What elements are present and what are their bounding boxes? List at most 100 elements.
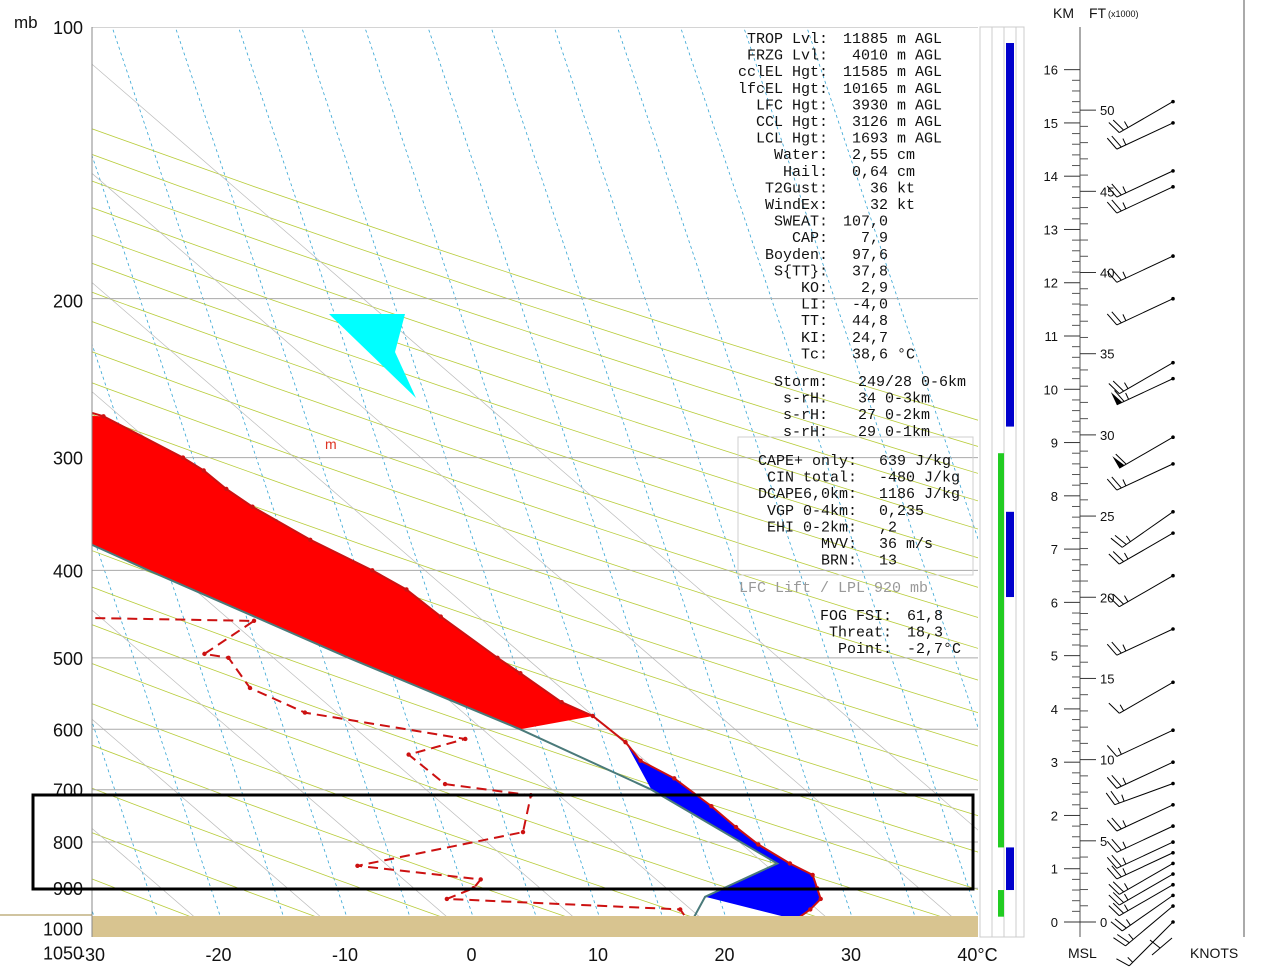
ft-tick-label: 45 bbox=[1100, 184, 1114, 199]
index-label: Storm: bbox=[774, 374, 828, 391]
barb-half-flag bbox=[1124, 595, 1129, 602]
barb-half-flag bbox=[1122, 479, 1127, 487]
barb-flag bbox=[1111, 135, 1122, 148]
barb-point bbox=[1171, 99, 1175, 104]
wind-barb bbox=[1106, 185, 1175, 214]
km-tick-label: 2 bbox=[1051, 808, 1058, 823]
index-label: Water: bbox=[774, 147, 828, 164]
legend-barb-flag bbox=[1149, 939, 1161, 949]
temperature-point bbox=[559, 700, 564, 705]
barb-staff bbox=[1116, 825, 1174, 853]
ft-tick-label: 5 bbox=[1100, 834, 1107, 849]
temperature-point bbox=[370, 568, 375, 573]
barb-flag bbox=[1111, 311, 1122, 324]
temperature-tick-label: 10 bbox=[588, 945, 608, 965]
temperature-point bbox=[518, 670, 523, 676]
barb-flag bbox=[1110, 537, 1123, 548]
barb-point bbox=[1171, 573, 1175, 578]
barb-flag bbox=[1106, 270, 1118, 283]
ft-tick-label: 30 bbox=[1100, 428, 1114, 443]
barb-flag bbox=[1106, 856, 1118, 869]
pressure-tick-label: 300 bbox=[53, 449, 83, 469]
wind-barb bbox=[1108, 573, 1175, 608]
dry-adiabat bbox=[0, 27, 20, 949]
lfc-lift-label: LFC Lift / LPL 920 mb bbox=[739, 580, 928, 597]
index-value: 0,235 bbox=[879, 503, 924, 520]
moisture-label: m bbox=[325, 436, 337, 452]
barb-half-flag bbox=[1121, 794, 1125, 802]
temperature-tick-label: 0 bbox=[466, 945, 476, 965]
index-label: LI: bbox=[801, 297, 828, 314]
index-value: 10165 m AGL bbox=[843, 81, 942, 98]
index-label: BRN: bbox=[821, 553, 857, 570]
barb-staff bbox=[1119, 575, 1174, 608]
barb-point bbox=[1171, 376, 1175, 381]
ft-tick-label: 40 bbox=[1100, 266, 1114, 281]
wind-barb bbox=[1106, 169, 1175, 198]
barb-staff bbox=[1128, 921, 1174, 967]
wind-barb bbox=[1106, 121, 1175, 150]
barb-point bbox=[1171, 882, 1175, 887]
index-label: SWEAT: bbox=[774, 214, 828, 231]
barb-flag bbox=[1112, 119, 1124, 131]
index-label: LFC Hgt: bbox=[756, 97, 828, 114]
barb-flag bbox=[1108, 122, 1120, 133]
barb-flag bbox=[1112, 902, 1124, 914]
msl-label: MSL bbox=[1068, 945, 1097, 961]
barb-point bbox=[1171, 850, 1175, 855]
wind-barb bbox=[1106, 627, 1175, 656]
temperature-tick-label: 40°C bbox=[957, 945, 997, 965]
km-tick-label: 16 bbox=[1044, 63, 1058, 78]
barb-flag bbox=[1111, 854, 1122, 867]
barb-half-flag bbox=[1125, 392, 1130, 400]
dry-adiabat bbox=[92, 382, 978, 681]
barb-staff bbox=[1121, 894, 1174, 932]
barb-flag bbox=[1110, 790, 1120, 804]
barb-half-flag bbox=[1124, 893, 1129, 901]
index-value: 36 kt bbox=[870, 180, 915, 197]
cape-area bbox=[92, 416, 593, 730]
indices-box bbox=[737, 436, 974, 576]
dewpoint-point bbox=[678, 907, 683, 912]
barb-flag bbox=[1106, 745, 1118, 757]
wind-barb bbox=[1113, 904, 1175, 947]
temperature-point bbox=[51, 399, 55, 403]
barb-half-flag bbox=[1119, 704, 1125, 712]
barb-flag bbox=[1112, 593, 1124, 605]
pressure-tick-label: 800 bbox=[53, 833, 83, 853]
parcel-path bbox=[92, 543, 780, 927]
barb-staff bbox=[1116, 463, 1174, 491]
wind-barb bbox=[1110, 893, 1175, 932]
wind-barb bbox=[1108, 861, 1175, 895]
barb-point bbox=[1171, 840, 1175, 844]
barb-point bbox=[1171, 254, 1175, 258]
wind-barb bbox=[1110, 510, 1175, 548]
barb-flag bbox=[1106, 643, 1118, 656]
index-label: KI: bbox=[801, 330, 828, 347]
index-value: 27 0-2km bbox=[858, 407, 930, 424]
wind-barb bbox=[1106, 462, 1175, 491]
ft-tick-label: 10 bbox=[1100, 753, 1114, 768]
dewpoint-point bbox=[444, 896, 450, 902]
pressure-tick-label: 1050 bbox=[43, 944, 83, 964]
dry-adiabat bbox=[92, 154, 978, 447]
barb-point bbox=[1171, 627, 1175, 631]
dry-adiabat bbox=[92, 624, 978, 929]
cyan-area bbox=[329, 314, 416, 398]
barb-half-flag bbox=[1127, 957, 1134, 963]
km-tick-label: 15 bbox=[1044, 116, 1058, 131]
barb-half-flag bbox=[1122, 841, 1127, 849]
barb-half-flag bbox=[1124, 121, 1129, 128]
index-value: 37,8 bbox=[852, 263, 888, 280]
index-label: T2Gust: bbox=[765, 180, 828, 197]
dry-adiabat bbox=[92, 234, 978, 530]
barb-point bbox=[1171, 893, 1175, 898]
wind-barb bbox=[1112, 435, 1175, 469]
temperature-point bbox=[709, 803, 714, 809]
temperature-tick-label: -20 bbox=[205, 945, 231, 965]
dry-adiabat bbox=[92, 703, 754, 937]
barb-half-flag bbox=[1122, 138, 1127, 146]
dry-adiabat bbox=[92, 787, 500, 937]
index-value: 0,64 cm bbox=[852, 164, 915, 181]
ft-unit-label: FT bbox=[1089, 5, 1107, 21]
